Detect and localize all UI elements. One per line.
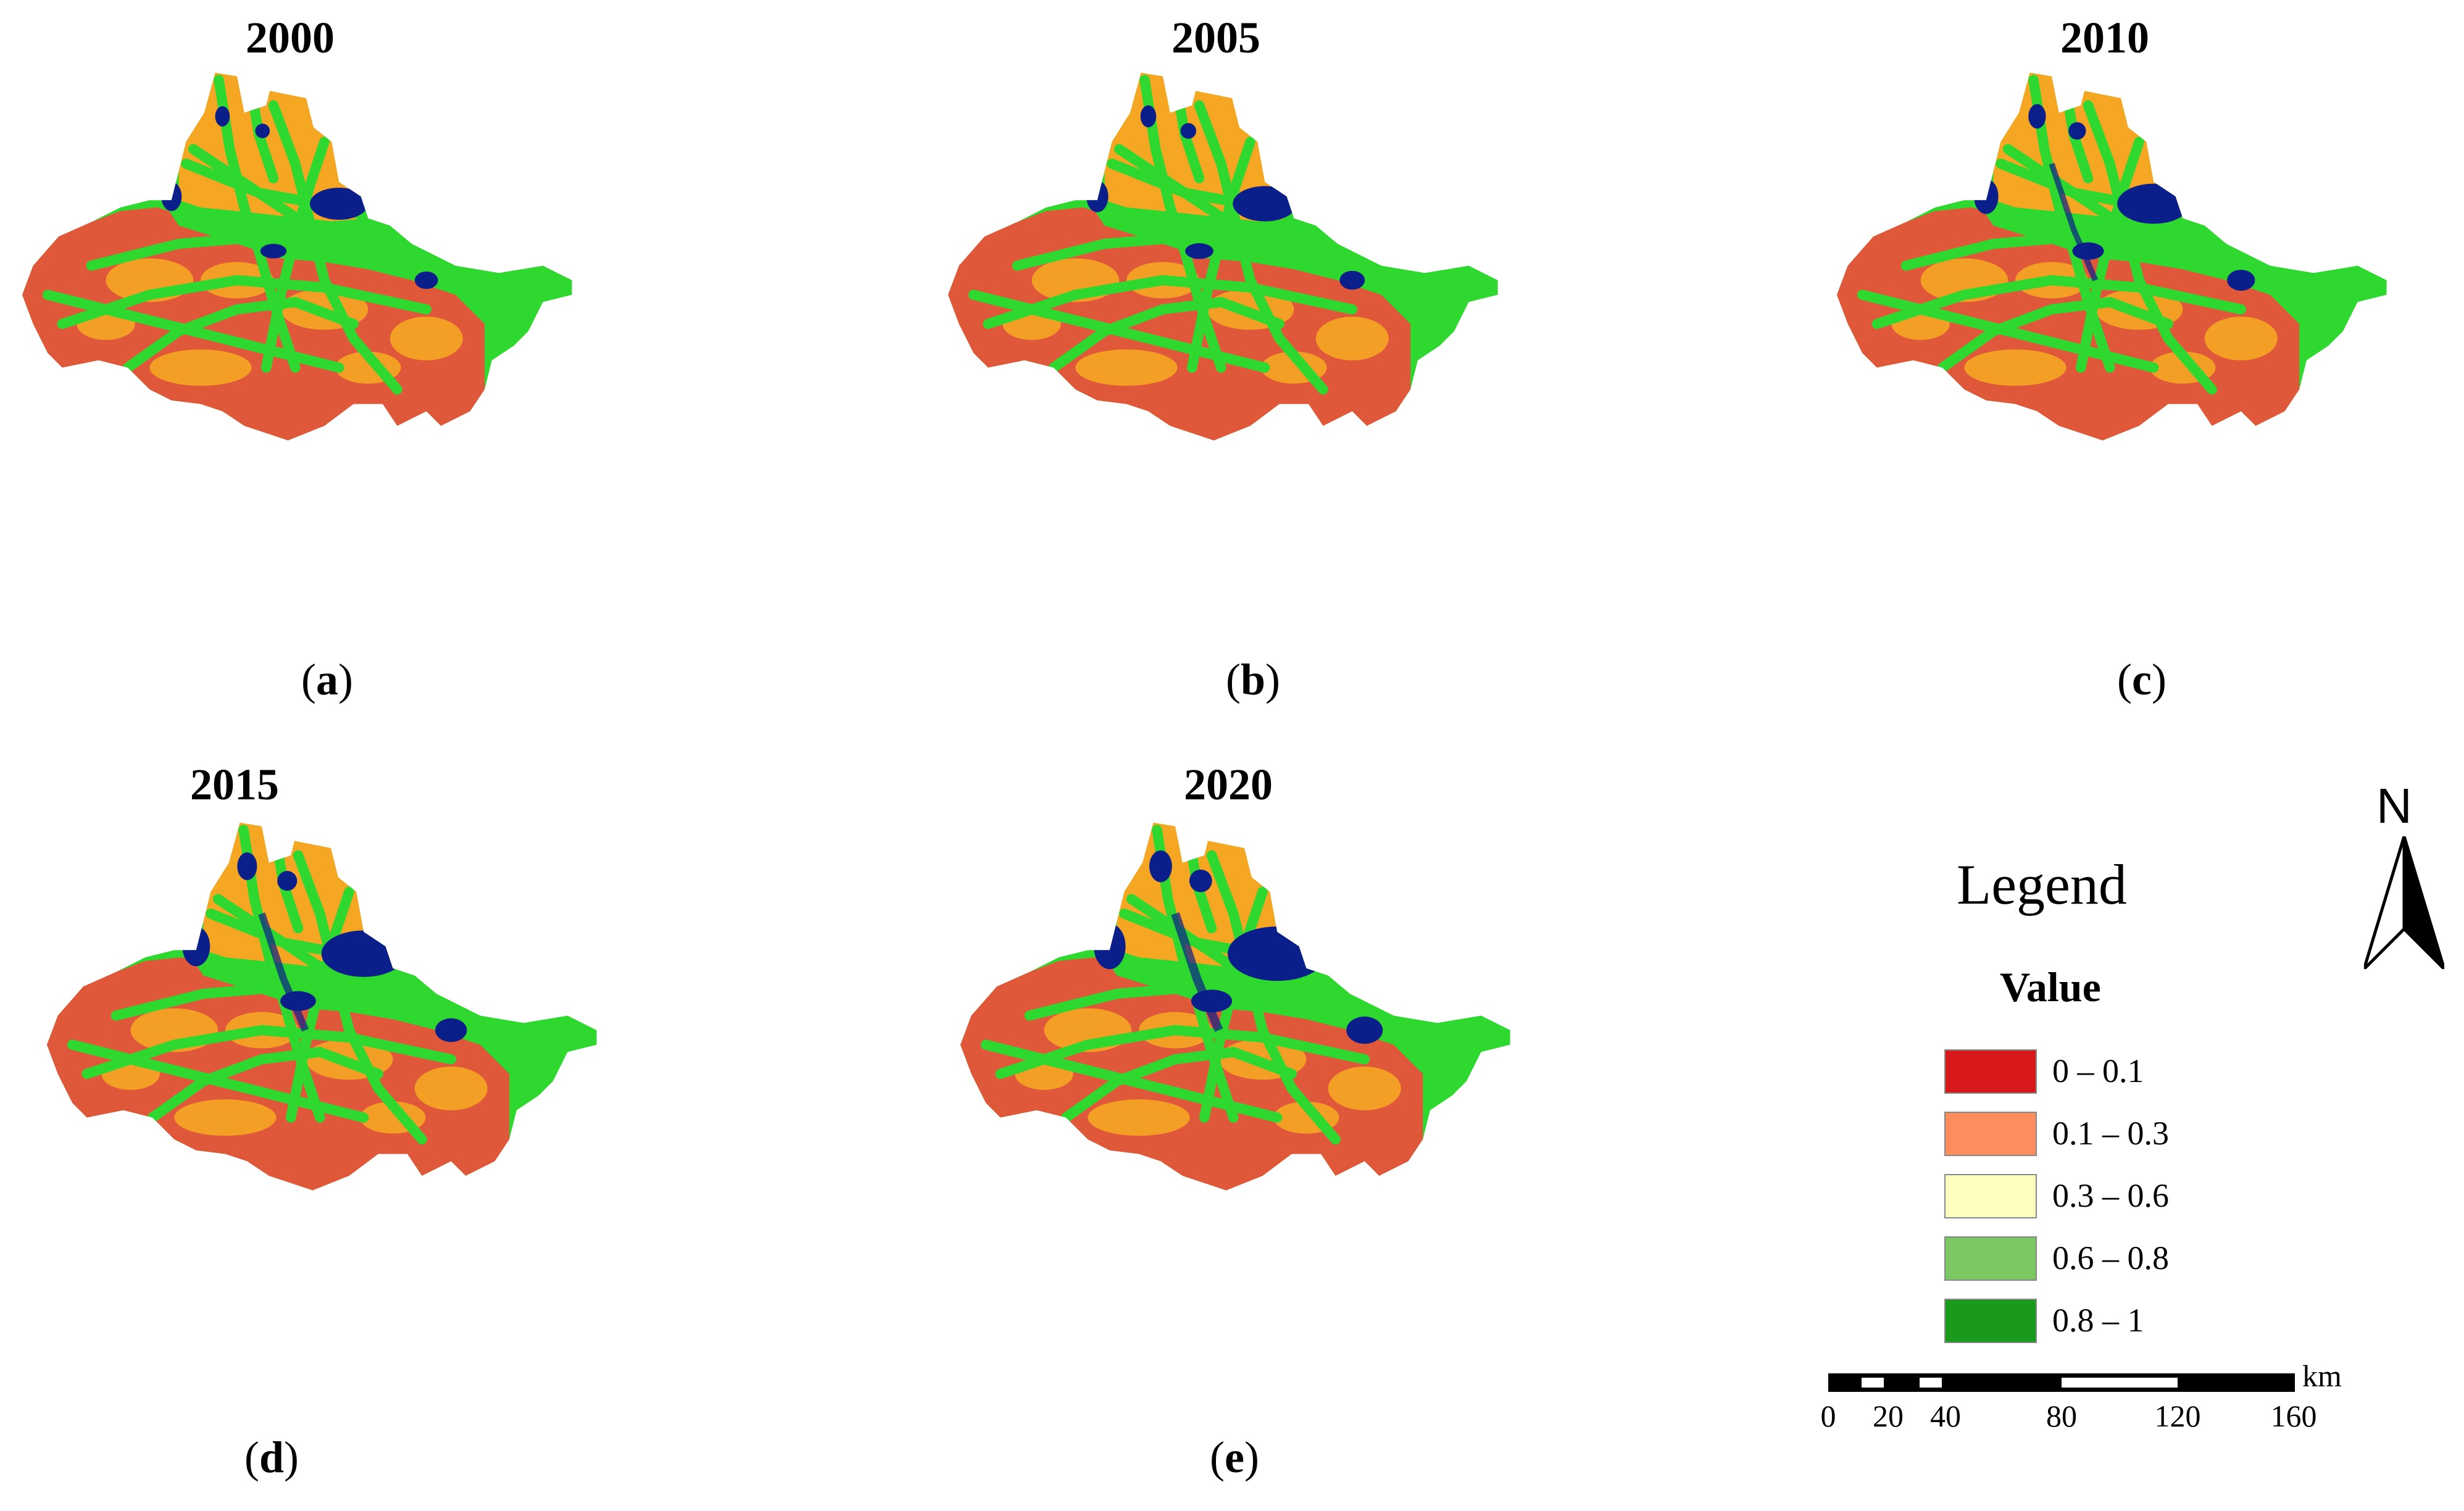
scale-bar: km 0 20 40 80 120 160 xyxy=(1790,1359,2407,1457)
panel-label: (e) xyxy=(1210,1433,1259,1482)
legend-swatch xyxy=(1944,1299,2037,1343)
legend-swatch xyxy=(1944,1236,2037,1281)
map-panel-a: 2000 (a) xyxy=(0,0,617,741)
legend-label: 0.6 – 0.8 xyxy=(2052,1239,2169,1276)
panel-label: (a) xyxy=(301,655,353,704)
map-panel-d: 2015 (d) xyxy=(6,753,623,1506)
legend-label: 0.3 – 0.6 xyxy=(2052,1177,2169,1214)
scale-tick: 80 xyxy=(2046,1399,2077,1433)
panel-title: 2005 xyxy=(1172,13,1260,62)
map-panel-b: 2005 (b) xyxy=(926,0,1543,741)
region-map xyxy=(947,72,1498,441)
panel-label: (b) xyxy=(1225,655,1280,704)
scale-tick: 120 xyxy=(2154,1399,2201,1433)
scale-bar-graphic xyxy=(1828,1373,2295,1392)
legend-item: 0.8 – 1 xyxy=(1944,1299,2315,1347)
panel-title: 2000 xyxy=(246,13,335,62)
scale-tick: 160 xyxy=(2270,1399,2317,1433)
map-panel-c: 2010 (c) xyxy=(1815,0,2432,741)
legend: Legend Value 0 – 0.1 0.1 – 0.3 0.3 – 0.6… xyxy=(1913,852,2345,1376)
north-arrow-icon xyxy=(2364,836,2444,969)
legend-label: 0.8 – 1 xyxy=(2052,1302,2144,1339)
north-arrow: N xyxy=(2352,778,2450,975)
region-map xyxy=(22,72,572,441)
region-map xyxy=(960,822,1510,1191)
map-panel-e: 2020 (e) xyxy=(932,753,1549,1506)
panel-title: 2010 xyxy=(2060,13,2149,62)
legend-label: 0 – 0.1 xyxy=(2052,1052,2144,1089)
panel-label: (c) xyxy=(2117,655,2166,704)
scale-tick: 0 xyxy=(1820,1399,1836,1433)
region-map xyxy=(1836,72,2387,441)
scale-unit: km xyxy=(2302,1359,2342,1393)
legend-subtitle: Value xyxy=(2000,964,2101,1010)
panel-title: 2020 xyxy=(1184,760,1273,809)
legend-title: Legend xyxy=(1957,853,2127,916)
legend-swatch xyxy=(1944,1112,2037,1156)
panel-label: (d) xyxy=(244,1433,299,1482)
legend-swatch xyxy=(1944,1174,2037,1218)
legend-swatch xyxy=(1944,1049,2037,1094)
north-letter: N xyxy=(2376,778,2412,833)
legend-item: 0 – 0.1 xyxy=(1944,1049,2315,1097)
scale-tick: 20 xyxy=(1873,1399,1904,1433)
legend-label: 0.1 – 0.3 xyxy=(2052,1115,2169,1152)
panel-title: 2015 xyxy=(190,760,279,809)
region-map xyxy=(46,822,597,1191)
legend-item: 0.3 – 0.6 xyxy=(1944,1174,2315,1222)
legend-item: 0.1 – 0.3 xyxy=(1944,1112,2315,1160)
legend-item: 0.6 – 0.8 xyxy=(1944,1236,2315,1284)
scale-tick: 40 xyxy=(1930,1399,1961,1433)
